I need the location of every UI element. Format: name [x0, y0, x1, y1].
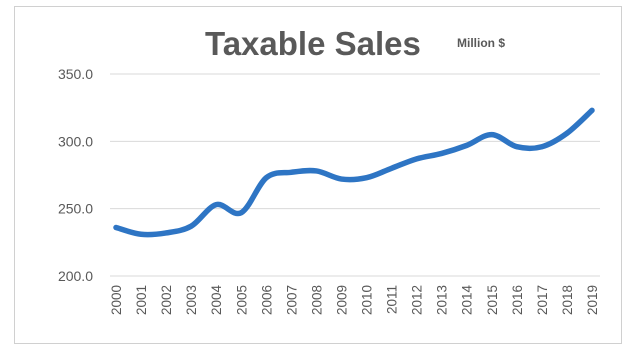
data-point	[213, 202, 219, 208]
data-point	[113, 225, 119, 231]
data-point	[464, 142, 470, 148]
y-tick-label: 250.0	[58, 201, 93, 217]
series-line	[113, 107, 595, 238]
x-tick-label: 2005	[234, 285, 249, 315]
data-point	[514, 144, 520, 150]
x-tick-label: 2004	[209, 285, 224, 316]
y-tick-label: 300.0	[58, 133, 93, 149]
data-point	[288, 169, 294, 175]
data-point	[163, 230, 169, 236]
x-tick-label: 2006	[259, 285, 274, 315]
x-tick-label: 2009	[334, 285, 349, 315]
x-tick-label: 2007	[284, 285, 299, 315]
data-point	[338, 176, 344, 182]
chart-frame: Taxable Sales Million $ 350.0 300.0 250.0 2…	[14, 6, 622, 344]
x-axis-ticks: 2000 2001 2002 2003 2004 2005 2006 2007 2008 2009…	[109, 285, 600, 316]
x-tick-label: 2001	[134, 285, 149, 315]
x-tick-label: 2008	[309, 285, 324, 315]
x-tick-label: 2012	[410, 285, 425, 315]
data-point	[188, 223, 194, 229]
data-point	[439, 150, 445, 156]
x-tick-label: 2019	[585, 285, 600, 315]
x-tick-label: 2011	[385, 285, 400, 314]
data-point	[263, 175, 269, 181]
chart-subtitle: Million $	[457, 36, 505, 50]
data-point	[238, 210, 244, 216]
x-tick-label: 2013	[435, 285, 450, 315]
chart-title: Taxable Sales	[205, 25, 421, 62]
data-point	[564, 130, 570, 136]
x-tick-label: 2015	[485, 285, 500, 315]
line-chart: Taxable Sales Million $ 350.0 300.0 250.0 2…	[58, 25, 600, 316]
series-layer	[113, 107, 595, 238]
x-tick-label: 2010	[360, 285, 375, 315]
data-point	[313, 168, 319, 174]
y-tick-label: 200.0	[58, 268, 93, 284]
x-tick-label: 2017	[535, 285, 550, 315]
data-point	[539, 144, 545, 150]
x-tick-label: 2003	[184, 285, 199, 315]
data-point	[389, 165, 395, 171]
x-tick-label: 2014	[460, 285, 475, 316]
x-tick-label: 2000	[109, 285, 124, 315]
x-tick-label: 2018	[560, 285, 575, 315]
data-point	[138, 231, 144, 237]
data-point	[364, 175, 370, 181]
data-point	[589, 107, 595, 113]
gridlines	[110, 73, 600, 277]
x-tick-label: 2016	[510, 285, 525, 315]
y-tick-label: 350.0	[58, 66, 93, 82]
x-tick-label: 2002	[159, 285, 174, 315]
data-point	[489, 132, 495, 138]
data-point	[414, 156, 420, 162]
y-axis-ticks: 350.0 300.0 250.0 200.0	[58, 66, 93, 284]
